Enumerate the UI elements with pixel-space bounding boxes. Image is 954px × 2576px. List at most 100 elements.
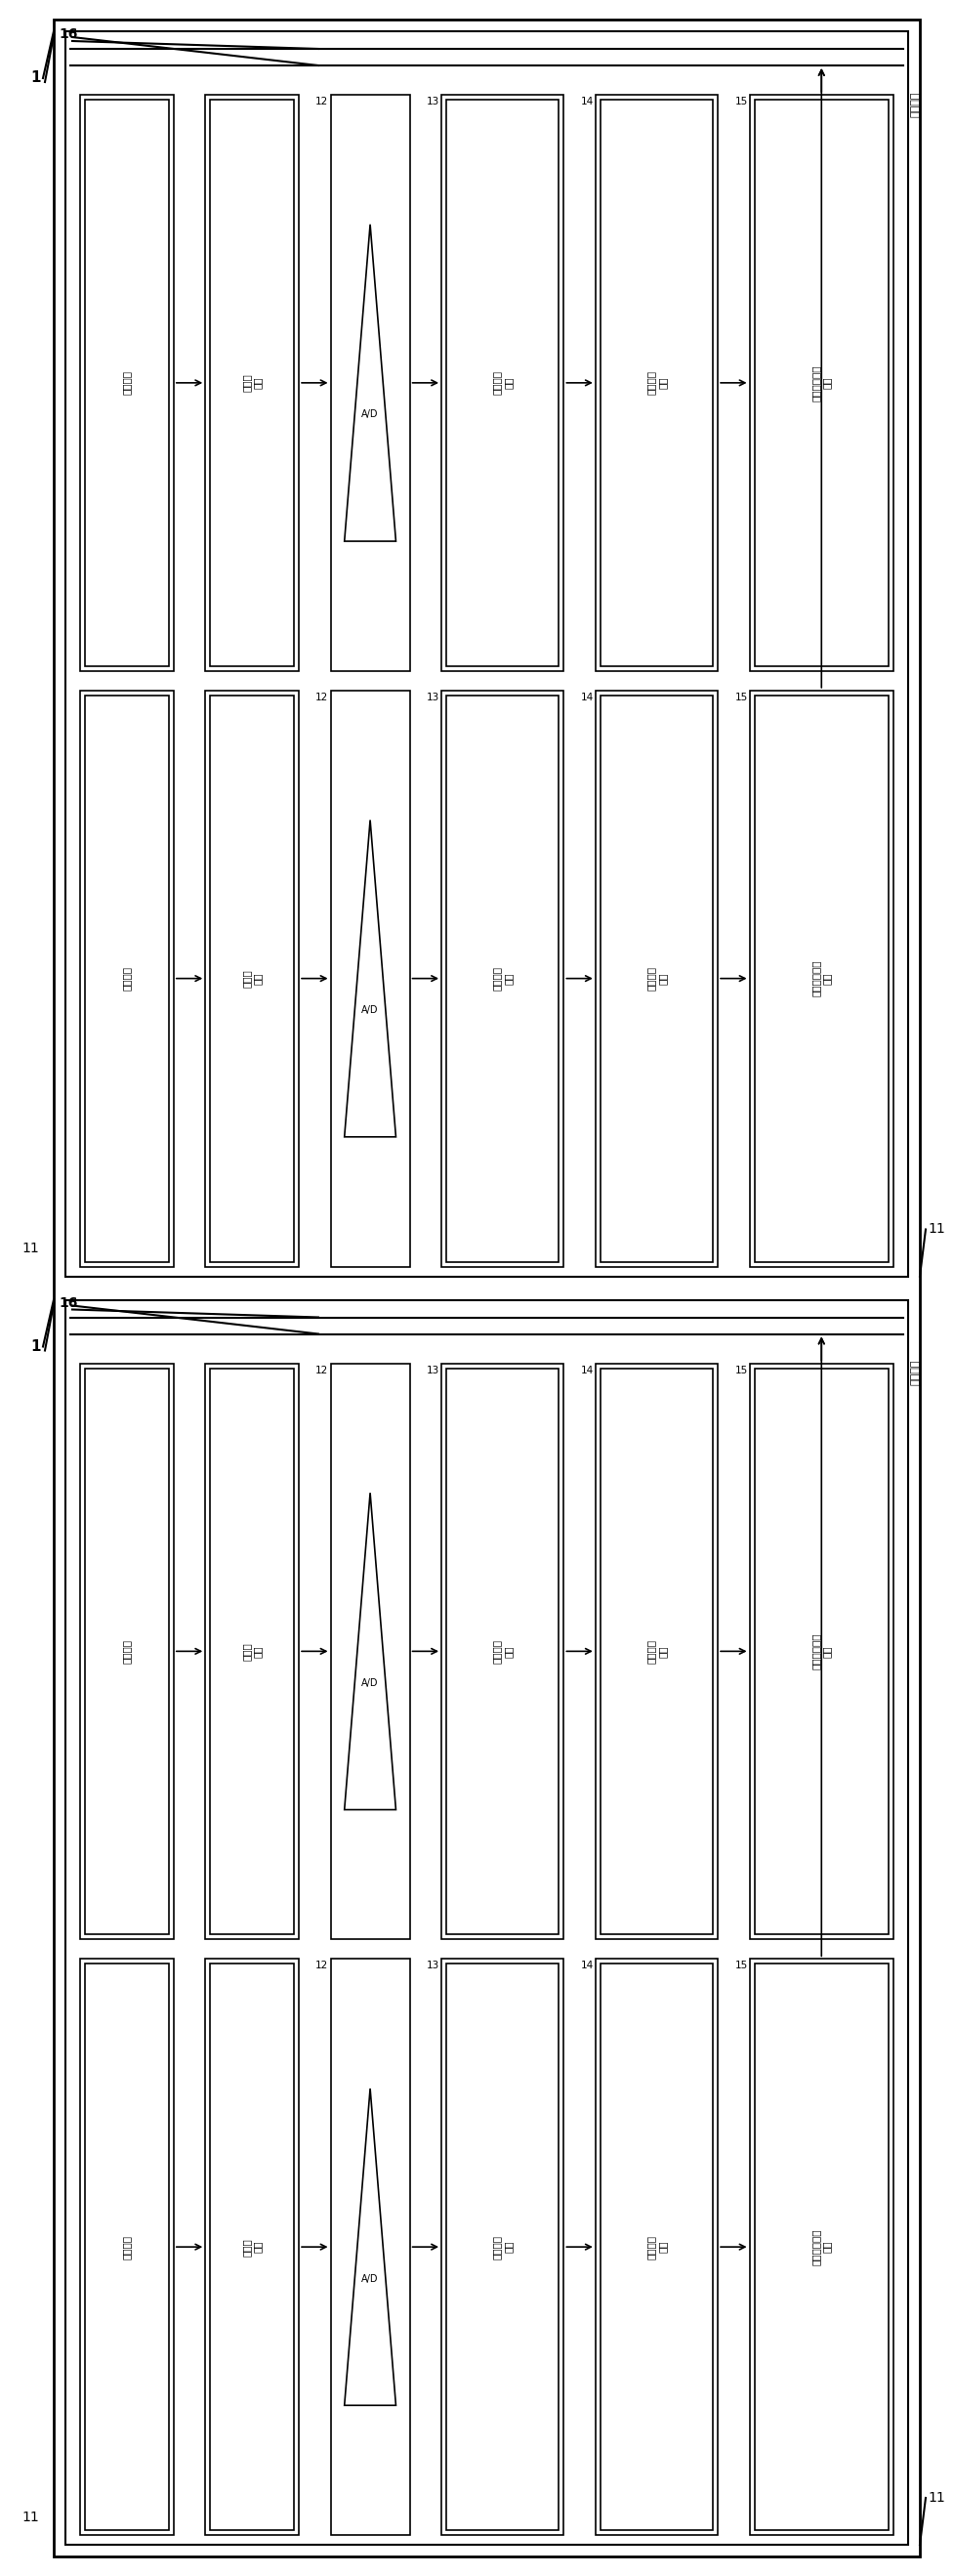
Text: 12: 12 [316, 1960, 328, 1971]
Bar [595, 95, 717, 670]
Polygon shape [344, 819, 396, 1136]
Bar [595, 1958, 717, 2535]
Text: 传感器
电路: 传感器 电路 [241, 1641, 262, 1662]
Text: 15: 15 [735, 693, 748, 703]
Text: 11: 11 [927, 2491, 945, 2504]
Text: 14: 14 [581, 1960, 593, 1971]
Bar [755, 1963, 888, 2530]
Bar [442, 1958, 564, 2535]
Text: 15: 15 [735, 1960, 748, 1971]
Bar [755, 696, 888, 1262]
Bar [85, 100, 169, 667]
Text: 数字存储
电路: 数字存储 电路 [492, 966, 513, 992]
Text: 传感器
电路: 传感器 电路 [241, 374, 262, 392]
Text: 13: 13 [426, 693, 440, 703]
Text: A/D: A/D [362, 2275, 379, 2282]
Text: 数字事件生成
电路: 数字事件生成 电路 [811, 363, 832, 402]
Bar [331, 1363, 410, 1940]
Bar [210, 1963, 294, 2530]
Text: 数字存储
电路: 数字存储 电路 [492, 2236, 513, 2259]
Bar [331, 690, 410, 1267]
Bar [446, 1963, 559, 2530]
Text: 15: 15 [735, 98, 748, 106]
Text: A/D: A/D [362, 410, 379, 420]
Text: 11: 11 [927, 1224, 945, 1236]
Text: A/D: A/D [362, 1005, 379, 1015]
Text: 像素电路: 像素电路 [122, 371, 132, 394]
Polygon shape [344, 2089, 396, 2406]
Bar [205, 690, 299, 1267]
Text: 传感器
电路: 传感器 电路 [241, 969, 262, 987]
Bar [210, 100, 294, 667]
Text: A/D: A/D [362, 1677, 379, 1687]
Text: 13: 13 [426, 98, 440, 106]
Bar [205, 1363, 299, 1940]
Text: 数字事件生成
电路: 数字事件生成 电路 [811, 1633, 832, 1669]
Text: 11: 11 [22, 1242, 39, 1255]
Bar [600, 1368, 713, 1935]
Text: 数字存储
电路: 数字存储 电路 [492, 371, 513, 394]
Bar [85, 696, 169, 1262]
Bar [205, 1958, 299, 2535]
Bar [755, 1368, 888, 1935]
Text: 数字比较
电路: 数字比较 电路 [646, 371, 667, 394]
Bar [750, 690, 894, 1267]
Text: 数字比较
电路: 数字比较 电路 [646, 966, 667, 992]
Bar [210, 1368, 294, 1935]
Text: 12: 12 [316, 693, 328, 703]
Bar [442, 95, 564, 670]
Bar [66, 31, 908, 1275]
Bar [755, 100, 888, 667]
Bar [595, 1363, 717, 1940]
Bar [442, 1363, 564, 1940]
Text: 16: 16 [58, 1296, 77, 1309]
Text: 数字事件生成
电路: 数字事件生成 电路 [811, 961, 832, 997]
Bar [442, 690, 564, 1267]
Text: 像素电路: 像素电路 [122, 2236, 132, 2259]
Text: 数字比较
电路: 数字比较 电路 [646, 1638, 667, 1664]
Text: 14: 14 [581, 98, 593, 106]
Text: 事件输出: 事件输出 [911, 90, 921, 118]
Bar [80, 1363, 174, 1940]
Text: 数字事件生成
电路: 数字事件生成 电路 [811, 2228, 832, 2264]
Text: 数字存储
电路: 数字存储 电路 [492, 1638, 513, 1664]
Text: 14: 14 [581, 1365, 593, 1376]
Text: 像素电路: 像素电路 [122, 966, 132, 992]
Text: 15: 15 [735, 1365, 748, 1376]
Bar [600, 100, 713, 667]
Text: 1: 1 [31, 1340, 41, 1355]
Bar [331, 95, 410, 670]
Bar [446, 100, 559, 667]
Bar [595, 690, 717, 1267]
Bar [446, 1368, 559, 1935]
Bar [750, 95, 894, 670]
Bar [750, 1363, 894, 1940]
Text: 12: 12 [316, 1365, 328, 1376]
Bar [80, 690, 174, 1267]
Text: 像素电路: 像素电路 [122, 1638, 132, 1664]
Polygon shape [344, 224, 396, 541]
Bar [66, 1301, 908, 2545]
Text: 11: 11 [22, 2512, 39, 2524]
Text: 1: 1 [31, 70, 41, 85]
Polygon shape [344, 1494, 396, 1811]
Text: 13: 13 [426, 1365, 440, 1376]
Text: 16: 16 [58, 28, 77, 41]
Text: 事件输出: 事件输出 [911, 1360, 921, 1386]
Text: 数字比较
电路: 数字比较 电路 [646, 2236, 667, 2259]
Bar [80, 1958, 174, 2535]
Text: 12: 12 [316, 98, 328, 106]
Text: 13: 13 [426, 1960, 440, 1971]
Bar [600, 1963, 713, 2530]
Bar [85, 1963, 169, 2530]
Text: 14: 14 [581, 693, 593, 703]
Bar [80, 95, 174, 670]
Bar [205, 95, 299, 670]
Bar [331, 1958, 410, 2535]
Bar [210, 696, 294, 1262]
Bar [600, 696, 713, 1262]
Bar [446, 696, 559, 1262]
Text: 传感器
电路: 传感器 电路 [241, 2239, 262, 2257]
Bar [85, 1368, 169, 1935]
Bar [750, 1958, 894, 2535]
